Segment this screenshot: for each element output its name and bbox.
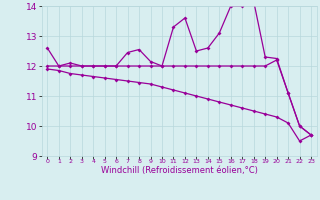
X-axis label: Windchill (Refroidissement éolien,°C): Windchill (Refroidissement éolien,°C): [101, 166, 258, 175]
